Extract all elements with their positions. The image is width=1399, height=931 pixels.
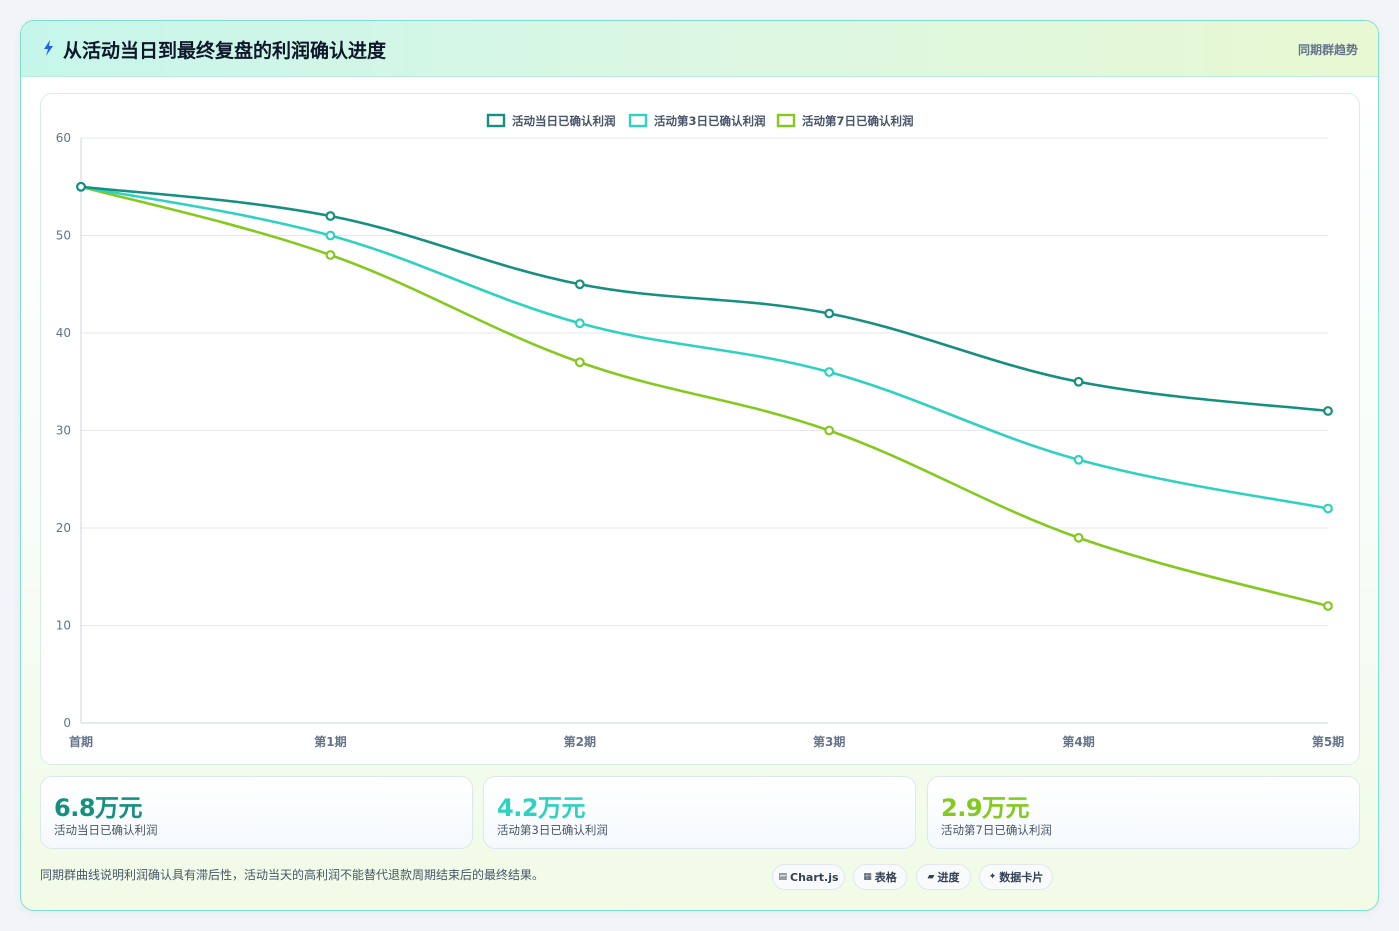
- data-point: [1323, 503, 1333, 514]
- y-tick-label: 20: [56, 521, 71, 535]
- x-tick-label: 第3期: [813, 734, 845, 749]
- x-tick-label: 第1期: [314, 734, 346, 749]
- data-point: [76, 181, 86, 192]
- stat-label: 活动第7日已确认利润: [941, 823, 1052, 837]
- x-tick-label: 第2期: [564, 734, 596, 749]
- table-icon: ▦: [863, 872, 872, 882]
- stat-value: 4.2万元: [497, 794, 586, 822]
- y-tick-label: 40: [56, 326, 71, 340]
- data-point: [325, 211, 336, 221]
- legend-swatch: [486, 113, 506, 128]
- y-tick-label: 30: [56, 424, 71, 438]
- series-line: [80, 185, 1329, 608]
- pill-progress[interactable]: ▰ 进度: [916, 864, 971, 890]
- stat-card-day3: 4.2万元 活动第3日已确认利润: [483, 776, 916, 849]
- pill-label: 数据卡片: [999, 871, 1044, 884]
- pill-label: 表格: [874, 871, 897, 884]
- stat-label: 活动当日已确认利润: [54, 823, 158, 837]
- y-tick-label: 50: [56, 229, 71, 243]
- stat-value: 6.8万元: [54, 794, 143, 822]
- chart-panel: 0 10 20 30 40 50 60 首期 第1期 第2期 第3期 第4期 第5期 活动当日已确认利润 活…: [40, 93, 1360, 765]
- data-point: [824, 308, 835, 319]
- line-chart: 0 10 20 30 40 50 60 首期 第1期 第2期 第3期 第4期 第5期 活动当日已确认利润 活…: [56, 113, 1344, 749]
- data-point: [1323, 601, 1333, 611]
- pill-table[interactable]: ▦ 表格: [853, 864, 907, 890]
- legend-label: 活动第3日已确认利润: [654, 114, 766, 128]
- data-point: [1073, 532, 1084, 543]
- x-tick-label: 首期: [69, 734, 93, 749]
- series-line: [80, 185, 1329, 413]
- header-tag: 同期群趋势: [1297, 43, 1358, 57]
- chart-card: 从活动当日到最终复盘的利润确认进度 同期群趋势 0 10 20 30 40 50 60 首期 第…: [20, 20, 1379, 911]
- sparkle-icon: ✦: [988, 872, 997, 882]
- legend-swatch: [776, 113, 796, 128]
- progress-icon: ▰: [927, 872, 935, 882]
- legend-label: 活动第7日已确认利润: [802, 114, 914, 128]
- stat-label: 活动第3日已确认利润: [497, 823, 608, 837]
- pill-chartjs[interactable]: ▤ Chart.js: [772, 864, 845, 890]
- data-point: [574, 279, 585, 290]
- data-point: [574, 357, 585, 368]
- y-tick-label: 0: [63, 716, 71, 730]
- pill-label: Chart.js: [790, 870, 839, 884]
- stat-value: 2.9万元: [941, 794, 1030, 822]
- data-point: [1323, 406, 1333, 416]
- y-tick-label: 60: [56, 131, 71, 145]
- legend-label: 活动当日已确认利润: [512, 114, 616, 128]
- legend-swatch: [628, 113, 648, 128]
- pill-data-cards[interactable]: ✦ 数据卡片: [979, 864, 1053, 890]
- card-header: 从活动当日到最终复盘的利润确认进度 同期群趋势: [21, 21, 1378, 77]
- bolt-icon: [44, 40, 53, 56]
- series-line: [80, 185, 1329, 510]
- data-point: [325, 250, 336, 260]
- stat-card-day7: 2.9万元 活动第7日已确认利润: [927, 776, 1360, 849]
- x-tick-label: 第5期: [1312, 734, 1344, 749]
- card-title: 从活动当日到最终复盘的利润确认进度: [63, 40, 387, 62]
- data-point: [824, 367, 835, 377]
- data-point: [574, 318, 585, 329]
- data-point: [1073, 376, 1084, 387]
- y-tick-label: 10: [56, 619, 71, 633]
- footnote: 同期群曲线说明利润确认具有滞后性，活动当天的高利润不能替代退款周期结束后的最终结…: [40, 868, 545, 882]
- stat-card-day0: 6.8万元 活动当日已确认利润: [40, 776, 473, 849]
- data-point: [325, 230, 336, 241]
- pill-label: 进度: [937, 871, 960, 884]
- x-tick-label: 第4期: [1062, 734, 1094, 749]
- data-point: [824, 425, 835, 436]
- data-point: [1073, 454, 1084, 465]
- chart-icon: ▤: [778, 872, 787, 882]
